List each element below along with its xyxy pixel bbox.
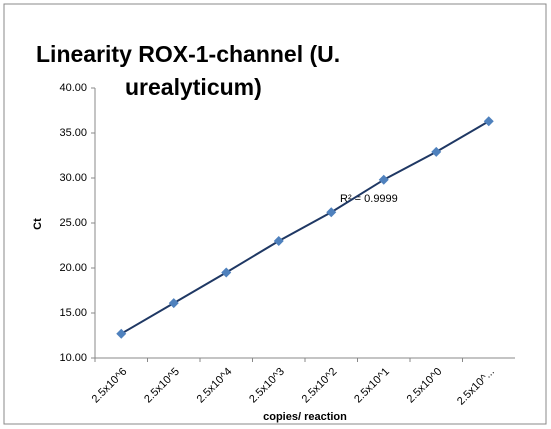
y-tick-label: 40.00 [59, 82, 87, 94]
data-point [378, 174, 389, 185]
y-tick-label: 20.00 [59, 262, 87, 274]
y-tick-label: 35.00 [59, 127, 87, 139]
series-line [120, 120, 490, 335]
data-point [168, 298, 179, 309]
y-tick-label: 10.00 [59, 352, 87, 364]
data-point [483, 116, 494, 127]
data-point [221, 267, 232, 278]
x-axis-label: copies/ reaction [263, 411, 347, 423]
data-point [326, 207, 337, 218]
chart-frame [3, 3, 547, 425]
annotation: R² = 0.9999 [340, 193, 398, 205]
data-point [116, 328, 127, 339]
y-tick-label: 30.00 [59, 172, 87, 184]
y-tick-label: 25.00 [59, 217, 87, 229]
chart-title: urealyticum) [125, 74, 262, 100]
chart-title: Linearity ROX-1-channel (U. [36, 41, 340, 67]
data-point [431, 146, 442, 157]
y-tick-label: 15.00 [59, 307, 87, 319]
y-axis-label: Ct [32, 218, 44, 230]
data-point [273, 236, 284, 246]
